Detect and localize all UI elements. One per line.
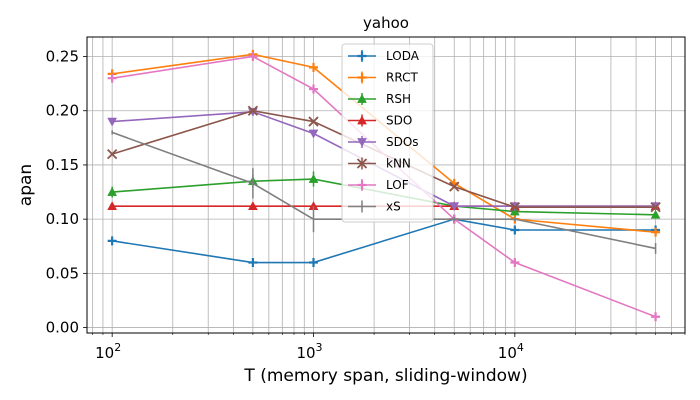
data-point [449, 202, 460, 212]
data-point [309, 84, 318, 94]
data-point [510, 225, 520, 235]
y-axis-label: apan [16, 164, 36, 206]
legend-marker [357, 138, 367, 148]
data-point [107, 236, 117, 246]
legend-label: RRCT [386, 71, 418, 85]
data-point [107, 73, 117, 83]
legend-marker [357, 180, 367, 190]
legend-entry-xs: xS [348, 200, 401, 214]
data-point [308, 174, 319, 183]
x-tick-label-exponent: 3 [316, 341, 323, 354]
legend-entry-sdo: SDO [348, 114, 412, 128]
legend-label: RSH [386, 92, 411, 106]
legend-label: SDOs [386, 135, 419, 149]
y-tick-label: 0.15 [46, 156, 79, 174]
data-point [247, 105, 259, 116]
data-point [308, 116, 319, 127]
x-axis-ticks: 102 103 104 [95, 333, 524, 362]
data-point [650, 209, 661, 219]
legend-box [341, 43, 434, 223]
data-point [309, 258, 318, 268]
legend-entry-lof: LOF [348, 178, 409, 192]
data-point [107, 201, 118, 210]
y-tick-label: 0.10 [46, 210, 79, 228]
plot-frame [86, 36, 686, 334]
x-tick-label-exponent: 2 [114, 341, 121, 354]
legend-marker [357, 115, 367, 125]
data-point [107, 117, 118, 127]
legend-entry-rsh: RSH [348, 92, 411, 106]
data-point [308, 129, 319, 139]
legend-marker [357, 51, 367, 61]
data-point [510, 258, 520, 268]
data-point [309, 62, 318, 72]
legend-entry-sdos: SDOs [348, 135, 419, 149]
legend-marker [356, 158, 368, 169]
data-point [449, 181, 460, 192]
legend-marker [357, 93, 367, 103]
y-tick-label: 0.00 [46, 319, 79, 337]
x-tick-label: 103 [296, 341, 322, 362]
legend-entry-rrct: RRCT [348, 71, 418, 85]
x-tick-label-exponent: 4 [517, 341, 524, 354]
data-point [107, 148, 118, 160]
data-point [247, 201, 258, 210]
data-point [509, 202, 520, 213]
legend-label: SDO [386, 114, 412, 128]
legend-marker [357, 73, 367, 82]
data-point [107, 187, 118, 196]
data-point [650, 202, 661, 213]
x-tick-label: 104 [498, 341, 524, 362]
data-point [651, 312, 661, 322]
series-line [112, 218, 656, 264]
legend-label: LODA [386, 49, 420, 63]
legend: LODA RRCT RSH SDO SDOs kNN LOF xS [341, 43, 434, 223]
legend-label: xS [386, 200, 401, 214]
legend-entry-knn: kNN [348, 157, 411, 171]
series-loda [107, 214, 661, 268]
data-point [248, 258, 258, 268]
y-tick-label: 0.20 [46, 102, 79, 120]
x-tick-label: 102 [95, 341, 121, 362]
legend-label: LOF [386, 178, 409, 192]
y-tick-label: 0.05 [46, 264, 79, 282]
data-point [248, 52, 258, 62]
x-axis-label: T (memory span, sliding-window) [243, 366, 527, 386]
y-tick-label: 0.25 [46, 48, 79, 66]
chart-title: yahoo [363, 14, 409, 32]
y-axis-ticks: 0.00 0.05 0.10 0.15 0.20 0.25 [46, 48, 87, 337]
data-point [651, 227, 661, 237]
legend-entry-loda: LODA [348, 49, 420, 63]
legend-label: kNN [386, 157, 411, 171]
